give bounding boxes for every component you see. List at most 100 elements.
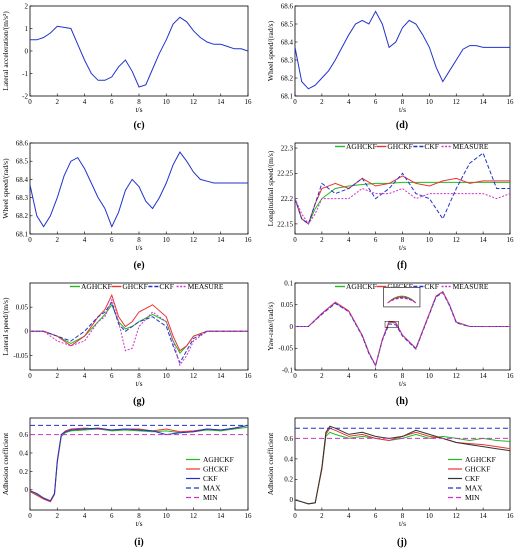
chart-0-ylabel: Lateral acceleration/(m/s²) xyxy=(1,11,10,91)
chart-4-ytick-label: 0.05 xyxy=(16,304,29,312)
chart-5-ylabel: Yaw-rate/(rad/s) xyxy=(266,302,275,351)
chart-1-xtick-label: 12 xyxy=(453,98,461,106)
chart-6-xtick-label: 2 xyxy=(56,512,60,520)
chart-7-xtick-label: 14 xyxy=(480,512,488,520)
chart-6-legend-label: AGHCKF xyxy=(203,455,234,464)
chart-4-legend-label: MEASURE xyxy=(188,282,224,291)
chart-2-xtick-label: 8 xyxy=(137,236,141,244)
chart-5-xtick-label: 16 xyxy=(507,372,515,380)
chart-7-xtick-label: 8 xyxy=(401,512,405,520)
chart-5-inset-curve xyxy=(387,297,417,304)
chart-3-xtick-label: 12 xyxy=(453,236,461,244)
chart-1-xtick-label: 8 xyxy=(401,98,405,106)
chart-2-ytick-label: 68.2 xyxy=(16,212,29,220)
chart-2-xtick-label: 2 xyxy=(56,236,60,244)
chart-0-xlabel: t/s xyxy=(135,105,142,114)
chart-2-ytick-label: 68.5 xyxy=(16,158,29,166)
chart-4-xtick-label: 8 xyxy=(137,372,141,380)
chart-4-xtick-label: 4 xyxy=(83,372,87,380)
chart-6-xtick-label: 16 xyxy=(245,512,253,520)
chart-6-xtick-label: 6 xyxy=(110,512,114,520)
chart-6-legend-label: MIN xyxy=(203,493,218,502)
chart-3-plot-frame xyxy=(294,142,511,235)
chart-1-ytick-label: 68.2 xyxy=(281,74,294,82)
chart-0-caption: (c) xyxy=(133,120,144,131)
chart-5-legend-label: CKF xyxy=(424,282,439,291)
chart-7-legend-label: CKF xyxy=(465,474,480,483)
chart-7-ytick-label: 0.2 xyxy=(284,476,293,484)
chart-3-series-measure-line xyxy=(295,187,510,225)
chart-3-xtick-label: 14 xyxy=(480,236,488,244)
chart-3-ytick-label: 22.25 xyxy=(277,170,293,178)
chart-5-xtick-label: 8 xyxy=(401,372,405,380)
chart-4-legend-label: CKF xyxy=(159,282,174,291)
chart-0-xtick-label: 16 xyxy=(245,98,253,106)
chart-2-xtick-label: 4 xyxy=(83,236,87,244)
chart-0-plot-frame xyxy=(29,5,249,97)
chart-4-series-ckf-line xyxy=(30,301,248,364)
chart-4-xlabel: t/s xyxy=(135,379,142,388)
chart-4-legend-label: GHCKF xyxy=(122,282,147,291)
chart-4-xtick-label: 10 xyxy=(163,372,171,380)
chart-5-xlabel: t/s xyxy=(399,379,406,388)
chart-3-xtick-label: 4 xyxy=(347,236,351,244)
chart-0-series-0-line xyxy=(30,16,248,88)
chart-1-xtick-label: 10 xyxy=(426,98,434,106)
chart-2-plot-frame xyxy=(29,142,249,235)
chart-0-xtick-label: 0 xyxy=(28,98,32,106)
chart-0-ytick-label: 0 xyxy=(25,47,29,55)
chart-1-ytick-label: 68.4 xyxy=(281,38,294,46)
chart-3: 0 2 4 6 8 10 12 14 16 22.15 22.2 22.25 22.3 t/s Longit… xyxy=(266,142,514,271)
chart-5-legend-label: AGHCKF xyxy=(346,282,377,291)
chart-3-legend-label: GHCKF xyxy=(387,142,412,151)
chart-5-xtick-label: 6 xyxy=(374,372,378,380)
chart-2-xtick-label: 0 xyxy=(28,236,32,244)
chart-1-xlabel: t/s xyxy=(399,105,406,114)
chart-3-legend-label: AGHCKF xyxy=(346,142,377,151)
chart-4-series-ghckf-line xyxy=(30,293,248,352)
chart-1-xtick-label: 4 xyxy=(347,98,351,106)
chart-7: 0 2 4 6 8 10 12 14 16 0 0.2 0.4 0.6 t/s Adhesion coeff… xyxy=(266,417,514,548)
chart-6-xtick-label: 4 xyxy=(83,512,87,520)
chart-5-xtick-label: 14 xyxy=(480,372,488,380)
chart-2: 0 2 4 6 8 10 12 14 16 68.1 68.2 68.3 68.4 68.5 68.6 t/s… xyxy=(1,139,252,271)
chart-7-series-ckf-line xyxy=(295,425,510,505)
chart-0-xtick-label: 4 xyxy=(83,98,87,106)
chart-7-ytick-label: 0.6 xyxy=(284,435,293,443)
chart-3-ylabel: Longitudinal speed/(m/s) xyxy=(266,150,275,226)
chart-2-ytick-label: 68.4 xyxy=(16,176,29,184)
chart-5-ytick-label: 0 xyxy=(290,323,294,331)
chart-7-caption: (j) xyxy=(397,537,407,548)
chart-0-xtick-label: 8 xyxy=(137,98,141,106)
chart-7-xtick-label: 4 xyxy=(347,512,351,520)
chart-3-xtick-label: 16 xyxy=(507,236,515,244)
chart-2-xtick-label: 6 xyxy=(110,236,114,244)
chart-6-ytick-label: 0 xyxy=(25,486,29,494)
chart-6: 0 2 4 6 8 10 12 14 16 0 0.2 0.4 0.6 t/s Adhesion coeff… xyxy=(1,417,253,548)
chart-3-series-ckf-line xyxy=(295,152,510,225)
chart-5: 0 2 4 6 8 10 12 14 16 -0.1 -0.05 0 0.05 0.1 t/s Yaw-rat… xyxy=(266,279,514,407)
chart-3-caption: (f) xyxy=(397,260,407,271)
chart-5-legend-label: GHCKF xyxy=(387,282,412,291)
chart-5-xtick-label: 0 xyxy=(293,372,297,380)
chart-4-xtick-label: 0 xyxy=(28,372,32,380)
chart-7-xtick-label: 12 xyxy=(453,512,461,520)
chart-7-legend-label: MIN xyxy=(465,493,480,502)
chart-6-xtick-label: 8 xyxy=(137,512,141,520)
chart-0-xtick-label: 12 xyxy=(190,98,198,106)
chart-0-ytick-label: 1 xyxy=(25,25,29,33)
chart-1-ytick-label: 68.3 xyxy=(281,56,294,64)
chart-7-xtick-label: 0 xyxy=(293,512,297,520)
chart-7-ylabel: Adhesion coefficient xyxy=(266,432,275,495)
chart-0-ytick-label: -2 xyxy=(22,92,28,100)
chart-5-caption: (h) xyxy=(396,396,408,407)
chart-7-ytick-label: 0 xyxy=(290,496,294,504)
chart-3-series-ghckf-line xyxy=(295,175,510,225)
chart-7-xlabel: t/s xyxy=(399,519,406,528)
chart-4-legend-label: AGHCKF xyxy=(81,282,112,291)
chart-0-xtick-label: 10 xyxy=(163,98,171,106)
chart-7-legend-label: AGHCKF xyxy=(465,455,496,464)
chart-2-ytick-label: 68.3 xyxy=(16,194,29,202)
chart-1-plot-frame xyxy=(294,5,511,97)
